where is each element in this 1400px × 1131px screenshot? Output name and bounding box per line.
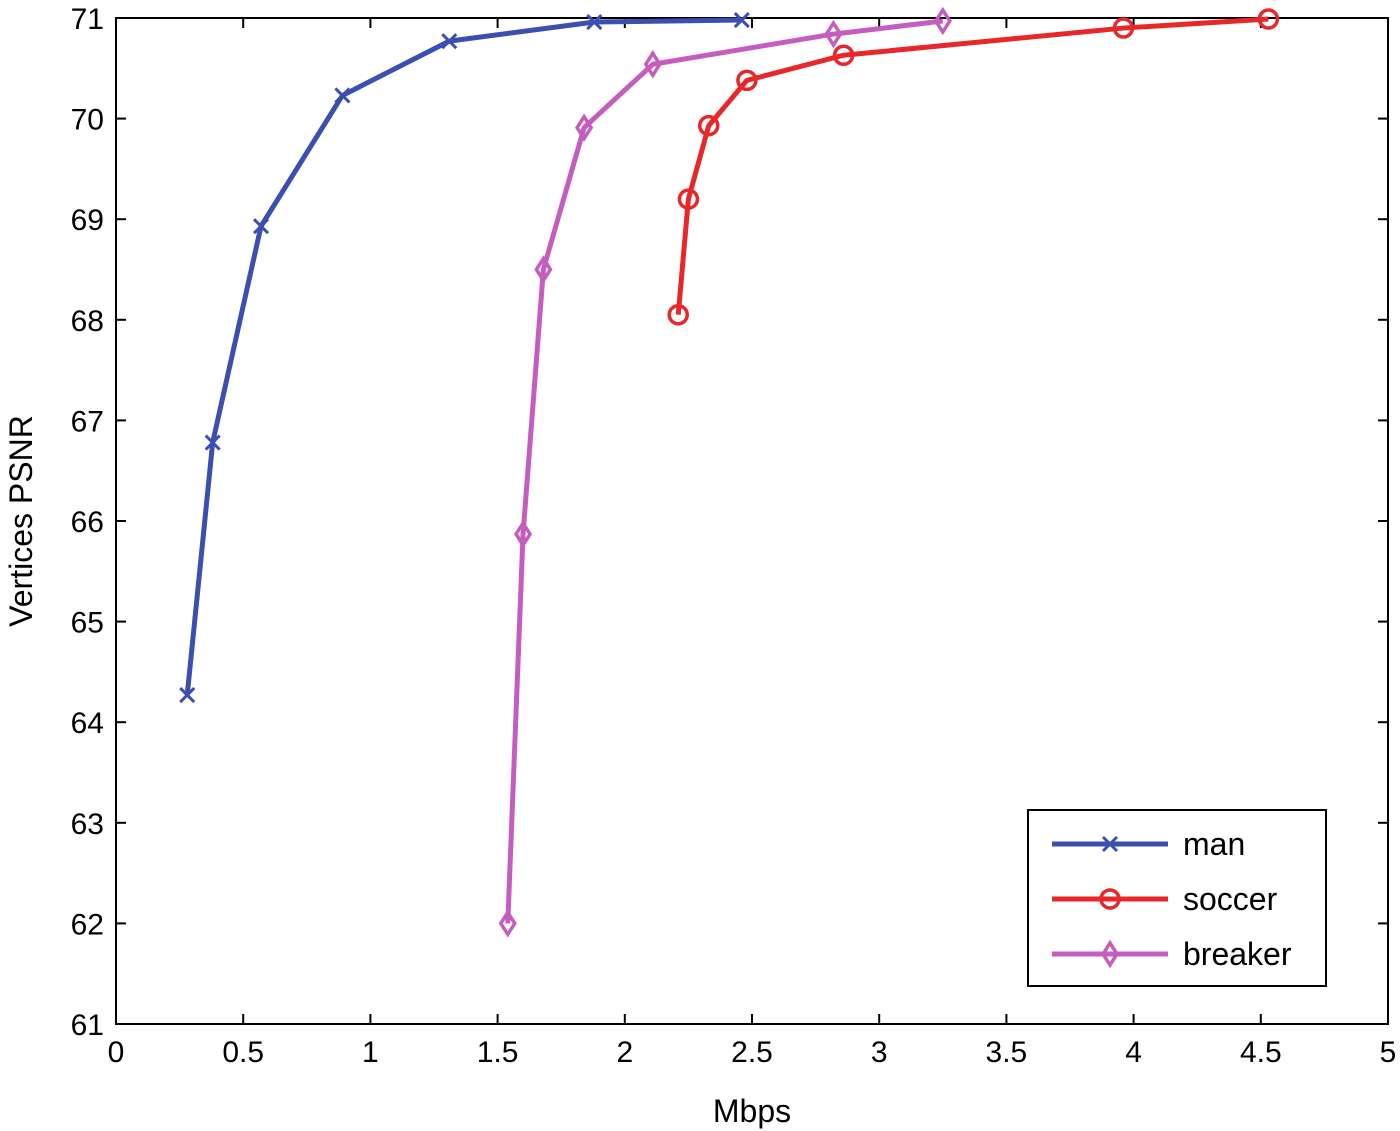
y-tick-label: 61 bbox=[71, 1009, 104, 1042]
y-tick-label: 65 bbox=[71, 607, 104, 640]
y-tick-labels: 61 62 63 64 65 66 67 68 69 70 71 bbox=[71, 3, 104, 1042]
x-tick-label: 3 bbox=[871, 1036, 888, 1069]
data-point bbox=[1257, 8, 1280, 30]
data-point bbox=[733, 11, 750, 29]
x-tick-label: 3.5 bbox=[986, 1036, 1028, 1069]
y-tick-label: 71 bbox=[71, 3, 104, 36]
x-tick-label: 2.5 bbox=[731, 1036, 773, 1069]
data-point bbox=[534, 255, 553, 284]
x-tick-label: 4.5 bbox=[1240, 1036, 1282, 1069]
x-tick-labels: 0 0.5 1 1.5 2 2.5 3 3.5 4 4.5 5 bbox=[108, 1036, 1397, 1069]
data-point bbox=[677, 188, 700, 210]
x-tick-label: 5 bbox=[1380, 1036, 1397, 1069]
x-tick-label: 4 bbox=[1125, 1036, 1142, 1069]
x-axis-label: Mbps bbox=[713, 1093, 791, 1129]
x-tick-label: 2 bbox=[616, 1036, 633, 1069]
data-point bbox=[204, 434, 221, 451]
x-tick-label: 0 bbox=[108, 1036, 125, 1069]
legend-item-breaker: breaker bbox=[1052, 936, 1292, 972]
data-point bbox=[498, 909, 517, 938]
legend-label: man bbox=[1183, 826, 1245, 862]
y-tick-label: 64 bbox=[71, 707, 104, 740]
legend-marker bbox=[1099, 888, 1121, 910]
legend: man soccer breaker bbox=[1027, 809, 1327, 987]
data-point bbox=[334, 87, 351, 104]
x-tick-label: 1.5 bbox=[477, 1036, 519, 1069]
data-point bbox=[586, 13, 603, 31]
data-point bbox=[698, 114, 720, 137]
y-tick-label: 66 bbox=[71, 506, 104, 539]
y-tick-label: 68 bbox=[71, 305, 104, 338]
data-point bbox=[643, 50, 662, 79]
x-tick-label: 1 bbox=[362, 1036, 379, 1069]
legend-marker bbox=[1101, 835, 1119, 853]
y-tick-label: 63 bbox=[71, 808, 104, 841]
legend-label: soccer bbox=[1183, 881, 1278, 917]
y-tick-label: 69 bbox=[71, 204, 104, 237]
legend-item-man: man bbox=[1052, 826, 1245, 862]
data-point bbox=[252, 218, 270, 235]
y-axis-label: Vertices PSNR bbox=[3, 415, 39, 627]
series-man bbox=[179, 11, 750, 704]
data-point bbox=[832, 44, 855, 66]
data-point bbox=[824, 19, 843, 49]
legend-label: breaker bbox=[1183, 936, 1292, 972]
series-breaker bbox=[498, 6, 952, 938]
data-point bbox=[933, 6, 952, 36]
data-point bbox=[667, 304, 689, 326]
data-point bbox=[736, 69, 758, 92]
data-point bbox=[513, 519, 533, 549]
y-tick-label: 62 bbox=[71, 908, 104, 941]
data-point bbox=[1112, 17, 1135, 39]
legend-marker bbox=[1100, 939, 1120, 969]
series-line bbox=[675, 16, 1269, 315]
data-point bbox=[179, 686, 196, 704]
legend-item-soccer: soccer bbox=[1052, 881, 1278, 917]
x-tick-label: 0.5 bbox=[222, 1036, 264, 1069]
y-tick-label: 67 bbox=[71, 405, 104, 438]
series-line bbox=[505, 18, 944, 924]
data-point bbox=[575, 113, 594, 142]
y-tick-label: 70 bbox=[71, 104, 104, 137]
series-soccer bbox=[667, 8, 1280, 326]
series-layer bbox=[179, 6, 1280, 938]
data-point bbox=[441, 33, 458, 50]
